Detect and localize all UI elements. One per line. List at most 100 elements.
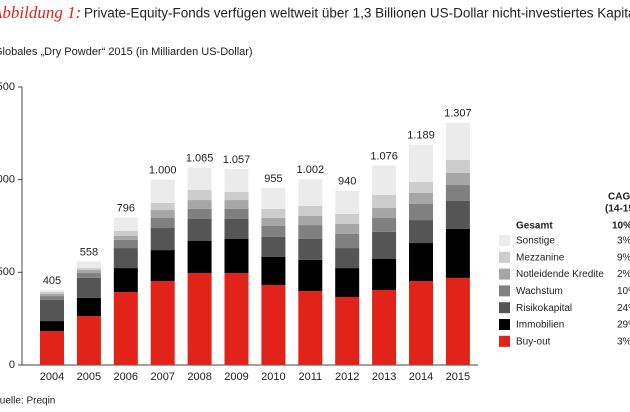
legend-header: (14-15)	[605, 204, 630, 215]
bar-segment	[76, 316, 101, 365]
legend-total-name: Gesamt	[516, 221, 553, 232]
bar-segment	[261, 208, 286, 219]
bar-segment	[298, 225, 323, 239]
chart-subtitle: Globales „Dry Powder“ 2015 (in Milliarde…	[0, 46, 253, 58]
legend-swatch	[499, 285, 510, 297]
bar-segment	[409, 144, 433, 183]
total-label: 1.057	[223, 154, 251, 166]
bar-segment	[445, 185, 470, 201]
bar-segment	[76, 269, 101, 274]
legend-label: Risikokapital	[516, 303, 572, 314]
total-label: 796	[117, 202, 135, 214]
bar-segment	[335, 268, 360, 297]
bar-segment	[224, 200, 249, 209]
bar-segment	[187, 200, 212, 209]
chart-title: Private-Equity-Fonds verfügen weltweit ü…	[84, 6, 630, 21]
bar-segment	[224, 191, 249, 201]
bar-segment	[187, 208, 212, 219]
bar-segment	[445, 228, 470, 278]
x-tick-label: 2008	[187, 371, 211, 383]
bar-segment	[150, 250, 175, 282]
bar-segment	[335, 296, 360, 365]
legend-cagr: 24%	[617, 303, 630, 314]
bar-segment	[224, 273, 249, 365]
total-label: 1.189	[407, 130, 435, 142]
bar-segment	[40, 299, 64, 322]
source: Quelle: Preqin	[0, 396, 55, 407]
total-label: 940	[338, 176, 356, 188]
x-tick-label: 2015	[446, 371, 470, 383]
bar-segment	[261, 218, 286, 226]
bar-segment	[335, 233, 360, 249]
title-prefix: Abbildung 1:	[0, 3, 81, 22]
total-label: 1.307	[444, 108, 472, 120]
x-tick-label: 2005	[77, 371, 101, 383]
bar-segment	[113, 291, 138, 365]
total-label: 405	[43, 275, 61, 287]
x-tick-label: 2007	[150, 371, 174, 383]
bar-segment	[150, 228, 175, 251]
legend-label: Immobilien	[516, 320, 564, 331]
legend-swatch	[499, 251, 510, 263]
bar-segment	[224, 238, 249, 274]
bar-segment	[409, 182, 433, 194]
x-tick-label: 2006	[114, 371, 138, 383]
bar-segment	[261, 236, 286, 257]
bar-segment	[261, 188, 286, 209]
total-label: 1.076	[370, 150, 398, 162]
bar-segment	[76, 261, 101, 269]
bar-segment	[187, 190, 212, 201]
total-label: 1.065	[186, 153, 214, 165]
y-tick-label: 1.500	[0, 81, 15, 93]
total-label: 1.000	[149, 165, 177, 177]
legend-total-cagr: 10%	[612, 221, 630, 232]
bar-segment	[187, 218, 212, 242]
bar-segment	[335, 213, 360, 224]
legend-cagr: 2%	[617, 269, 630, 280]
y-tick-label: 1.000	[0, 174, 15, 186]
bar-segment	[113, 239, 138, 249]
legend-swatch	[499, 235, 510, 246]
bar-segment	[187, 167, 212, 191]
total-label: 1.002	[297, 164, 325, 176]
legend-cagr: 3%	[617, 236, 630, 247]
bar-segment	[335, 223, 360, 234]
x-tick-label: 2012	[335, 371, 359, 383]
bar-segment	[187, 241, 212, 274]
bar-segment	[372, 289, 397, 365]
bar-segment	[40, 321, 64, 332]
bar-segment	[261, 226, 286, 237]
bar-segment	[335, 190, 360, 214]
bar-segment	[372, 218, 397, 232]
legend-label: Buy-out	[516, 336, 551, 347]
bar-segment	[261, 256, 286, 285]
bar-segment	[298, 291, 323, 365]
bar-segment	[298, 179, 323, 206]
y-tick-label: 500	[0, 266, 15, 278]
bar-segment	[445, 277, 470, 365]
bar-segment	[409, 203, 433, 221]
bar-segment	[113, 231, 138, 237]
bar-segment	[76, 297, 101, 317]
legend-swatch	[499, 302, 510, 314]
bar-segment	[409, 193, 433, 204]
bar-segment	[150, 203, 175, 211]
bar-segment	[150, 218, 175, 229]
x-tick-label: 2013	[372, 371, 396, 383]
bar-segment	[445, 160, 470, 173]
x-tick-label: 2009	[224, 371, 248, 383]
bar-segment	[187, 273, 212, 365]
x-tick-label: 2014	[409, 371, 433, 383]
bar-segment	[298, 205, 323, 216]
x-tick-label: 2011	[298, 371, 322, 383]
legend-header: CAGR	[608, 192, 630, 203]
bar-segment	[372, 231, 397, 259]
x-tick-label: 2004	[40, 371, 64, 383]
bar-segment	[40, 291, 64, 295]
bar-segment	[445, 122, 470, 161]
bar-segment	[76, 268, 101, 270]
total-label: 955	[264, 173, 282, 185]
legend-label: Sonstige	[516, 236, 555, 247]
legend-label: Mezzanine	[516, 252, 565, 263]
